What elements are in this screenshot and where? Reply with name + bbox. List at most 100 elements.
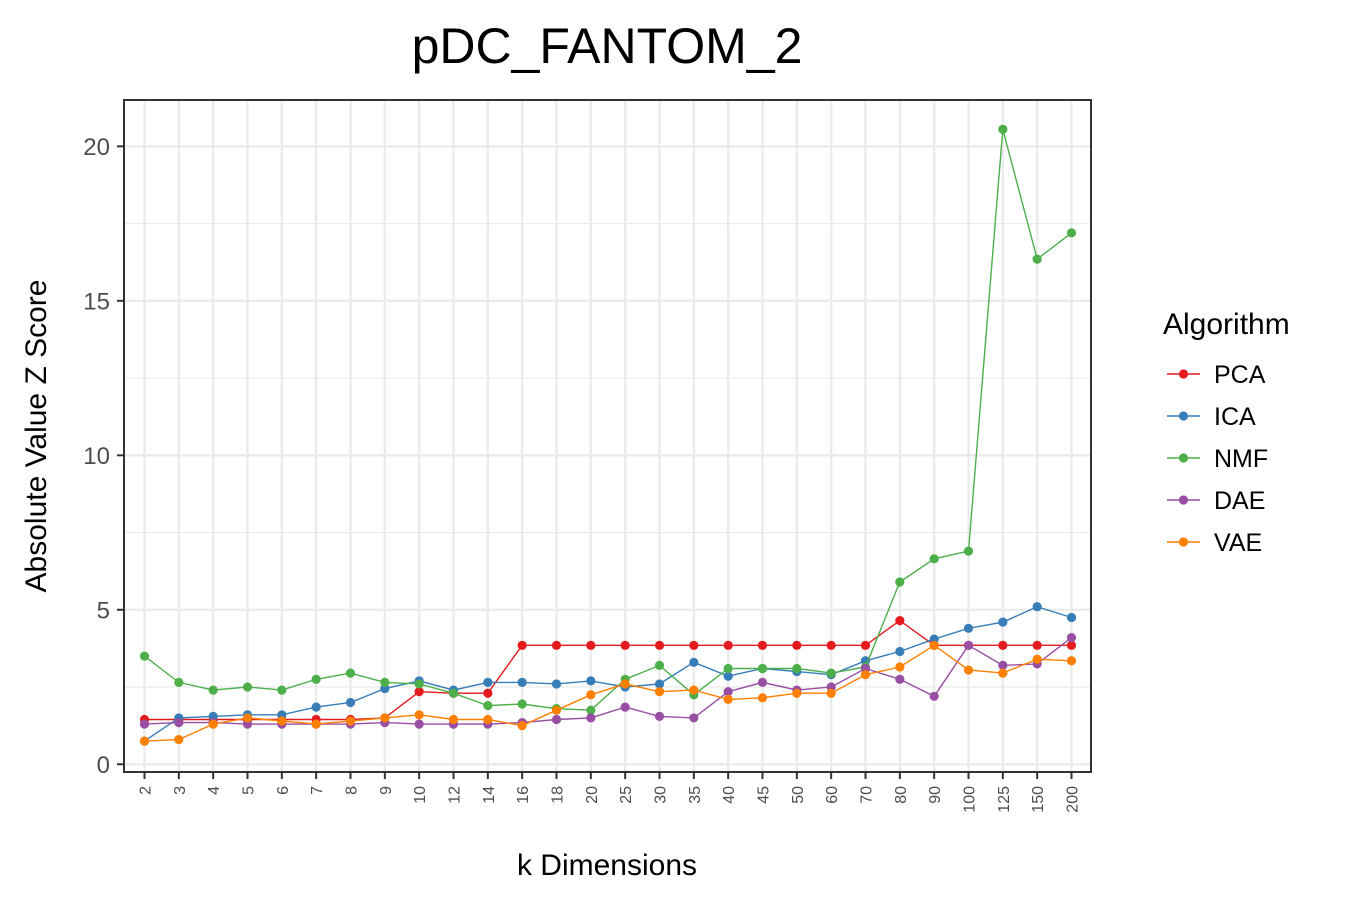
data-point-vae bbox=[860, 670, 871, 680]
data-point-nmf bbox=[895, 577, 905, 587]
data-point-nmf bbox=[448, 688, 459, 698]
grid-minor bbox=[124, 222, 1091, 688]
y-tick-label: 20 bbox=[83, 134, 110, 161]
y-tick-label: 10 bbox=[83, 443, 110, 470]
data-point-dae bbox=[414, 719, 424, 729]
legend-label-dae: DAE bbox=[1214, 487, 1265, 515]
data-point-ica bbox=[483, 677, 493, 688]
data-point-vae bbox=[929, 640, 939, 650]
data-point-vae bbox=[242, 713, 253, 723]
data-point-ica bbox=[311, 702, 321, 712]
data-point-pca bbox=[895, 616, 905, 626]
series-line-nmf bbox=[144, 129, 1072, 711]
data-point-dae bbox=[551, 714, 562, 725]
data-point-vae bbox=[895, 662, 905, 672]
x-tick-label: 8 bbox=[344, 786, 361, 795]
data-point-ica bbox=[654, 679, 665, 689]
data-point-nmf bbox=[963, 546, 974, 556]
y-axis-title: Absolute Value Z Score bbox=[20, 280, 53, 593]
data-point-ica bbox=[689, 657, 699, 667]
data-point-pca bbox=[654, 640, 665, 650]
x-tick-label: 35 bbox=[687, 786, 704, 804]
chart-title: pDC_FANTOM_2 bbox=[412, 18, 803, 74]
data-point-pca bbox=[998, 640, 1008, 650]
data-point-pca bbox=[551, 640, 562, 650]
data-point-vae bbox=[414, 710, 424, 720]
x-tick-label: 2 bbox=[138, 786, 155, 795]
y-tick-label: 0 bbox=[97, 752, 110, 779]
x-tick-label: 5 bbox=[241, 786, 258, 795]
y-tick-label: 5 bbox=[97, 597, 110, 624]
legend: Algorithm PCA ICA NMF DAE VAE bbox=[1163, 308, 1290, 557]
legend-key-point-pca bbox=[1178, 369, 1189, 379]
data-point-nmf bbox=[139, 651, 150, 661]
series-line-pca bbox=[144, 619, 1072, 721]
data-point-ica bbox=[998, 617, 1008, 627]
data-point-vae bbox=[586, 690, 596, 700]
legend-key-point-dae bbox=[1178, 495, 1189, 505]
data-point-nmf bbox=[826, 668, 836, 678]
data-point-nmf bbox=[1066, 228, 1077, 238]
x-tick-label: 20 bbox=[584, 786, 601, 804]
data-point-nmf bbox=[345, 668, 356, 678]
data-point-vae bbox=[1032, 654, 1042, 664]
data-point-pca bbox=[757, 640, 768, 650]
data-point-dae bbox=[895, 674, 905, 684]
data-point-dae bbox=[723, 687, 733, 697]
data-point-vae bbox=[963, 665, 974, 675]
data-point-ica bbox=[586, 676, 596, 686]
series-line-dae bbox=[144, 637, 1072, 725]
x-tick-label: 70 bbox=[859, 786, 876, 804]
data-point-ica bbox=[1032, 602, 1042, 612]
data-point-pca bbox=[860, 640, 871, 650]
data-point-pca bbox=[586, 640, 596, 650]
data-point-vae bbox=[139, 736, 150, 746]
x-tick-label: 80 bbox=[893, 786, 910, 804]
series-line-ica bbox=[144, 605, 1072, 742]
series-nmf bbox=[139, 124, 1077, 715]
data-point-nmf bbox=[757, 663, 768, 674]
data-point-vae bbox=[380, 713, 390, 723]
y-tick-label: 15 bbox=[83, 288, 110, 315]
data-point-dae bbox=[998, 660, 1008, 671]
data-point-ica bbox=[963, 623, 974, 633]
data-point-dae bbox=[757, 677, 768, 688]
legend-title: Algorithm bbox=[1163, 308, 1290, 341]
data-point-vae bbox=[311, 719, 321, 729]
data-point-ica bbox=[895, 646, 905, 657]
data-point-nmf bbox=[1032, 254, 1042, 264]
grid-major bbox=[124, 100, 1091, 772]
data-point-vae bbox=[277, 716, 287, 726]
data-point-nmf bbox=[277, 685, 287, 695]
data-point-pca bbox=[483, 688, 493, 698]
data-point-nmf bbox=[483, 700, 493, 711]
data-point-vae bbox=[620, 679, 630, 689]
legend-label-ica: ICA bbox=[1214, 403, 1256, 431]
data-point-vae bbox=[723, 694, 733, 704]
data-point-pca bbox=[620, 640, 630, 650]
series-layer bbox=[139, 124, 1077, 746]
x-tick-label: 100 bbox=[962, 786, 979, 813]
series-vae bbox=[139, 640, 1077, 746]
x-tick-label: 90 bbox=[927, 786, 944, 804]
data-point-nmf bbox=[311, 674, 321, 684]
y-axis: 0 5 10 15 20 bbox=[83, 134, 124, 779]
legend-label-nmf: NMF bbox=[1214, 445, 1268, 473]
data-point-nmf bbox=[792, 663, 802, 674]
x-tick-label: 40 bbox=[721, 786, 738, 804]
x-tick-label: 3 bbox=[172, 786, 189, 795]
x-tick-label: 150 bbox=[1030, 786, 1047, 813]
data-point-dae bbox=[1066, 633, 1077, 643]
data-point-vae bbox=[551, 705, 562, 715]
data-point-vae bbox=[517, 721, 527, 731]
data-point-vae bbox=[174, 734, 184, 745]
data-point-ica bbox=[551, 679, 562, 689]
data-point-ica bbox=[1066, 612, 1077, 623]
data-point-vae bbox=[448, 714, 459, 725]
data-point-vae bbox=[483, 714, 493, 725]
data-point-vae bbox=[757, 693, 768, 703]
data-point-dae bbox=[174, 717, 184, 728]
legend-label-vae: VAE bbox=[1214, 529, 1262, 557]
x-tick-label: 6 bbox=[275, 786, 292, 795]
data-point-nmf bbox=[517, 699, 527, 709]
